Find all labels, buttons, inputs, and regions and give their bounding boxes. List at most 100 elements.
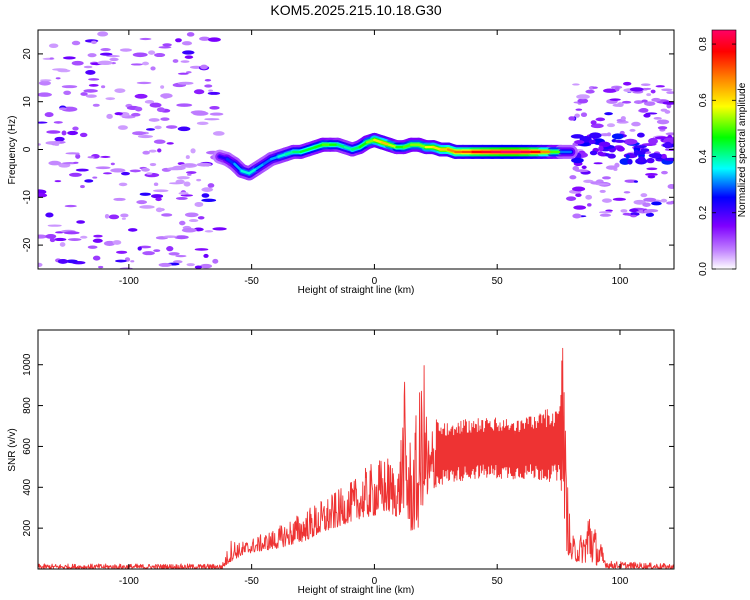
noise-blob (201, 193, 210, 198)
ridge-segment (262, 157, 273, 166)
noise-blob (127, 228, 138, 232)
noise-blob (197, 216, 205, 220)
noise-blob (146, 128, 155, 131)
noise-blob (186, 32, 195, 37)
noise-blob (620, 209, 628, 213)
noise-blob (660, 153, 667, 159)
colorbar-frame (711, 29, 737, 270)
noise-blob (175, 38, 182, 43)
noise-blob (196, 162, 212, 167)
noise-blob (589, 132, 602, 139)
noise-blob (155, 197, 162, 202)
noise-blob (648, 152, 663, 159)
noise-blob (166, 142, 174, 145)
noise-blob (587, 203, 592, 207)
noise-blob (153, 139, 166, 144)
ridge-segment (225, 157, 236, 166)
noise-blob (67, 238, 82, 241)
noise-blob (92, 176, 98, 179)
snr-ylabel: SNR (v/v) (7, 428, 18, 471)
colorbar: 0.0 0.2 0.4 0.6 0.8 Normalized spectral ampl… (698, 29, 748, 276)
noise-blob (212, 227, 227, 231)
noise-blob (153, 249, 161, 252)
noise-blob (207, 37, 221, 42)
noise-blob (114, 259, 128, 263)
noise-blob (572, 213, 582, 219)
colorbar-tick-label: 0.6 (698, 93, 709, 107)
noise-blob (168, 182, 184, 185)
noise-blob (204, 230, 214, 233)
noise-blob (629, 87, 644, 92)
y-tick-label: 0 (22, 146, 33, 152)
noise-blob (180, 60, 190, 63)
y-tick-label: 1000 (22, 353, 33, 376)
noise-blob (79, 132, 88, 138)
noise-blob (116, 250, 128, 254)
noise-blob (38, 121, 48, 124)
noise-blob (651, 97, 661, 102)
noise-blob (634, 145, 647, 149)
noise-blob (173, 260, 183, 264)
noise-blob (621, 100, 632, 104)
noise-blob (87, 156, 95, 159)
noise-blob (130, 63, 143, 66)
noise-blob (98, 265, 104, 269)
noise-blob (129, 169, 142, 173)
noise-blob (633, 149, 639, 156)
noise-blob (65, 259, 78, 264)
noise-blob (102, 172, 113, 175)
colorbar-tick-label: 0.2 (698, 205, 709, 219)
noise-blob (188, 219, 199, 223)
noise-blob (150, 66, 156, 71)
noise-blob (646, 93, 652, 97)
noise-blob (643, 101, 656, 106)
noise-blob (160, 117, 170, 121)
noise-blob (200, 64, 208, 70)
noise-blob (65, 152, 80, 155)
noise-blob (574, 169, 589, 173)
noise-blob (598, 145, 604, 152)
noise-blob (63, 90, 72, 96)
noise-blob (595, 183, 610, 186)
noise-blob (665, 132, 674, 136)
noise-blob (179, 220, 186, 226)
noise-blob (207, 183, 215, 188)
noise-blob (114, 88, 126, 93)
spectrogram-frame (37, 29, 675, 270)
noise-blob (190, 148, 196, 154)
ridge-segment (417, 143, 428, 149)
noise-blob (187, 173, 192, 176)
noise-blob (154, 53, 166, 58)
noise-blob (643, 113, 651, 118)
noise-blob (670, 200, 674, 203)
noise-blob (136, 200, 148, 205)
noise-blob (45, 141, 61, 145)
noise-blob (640, 83, 651, 87)
noise-blob (588, 139, 596, 145)
noise-blob (178, 191, 189, 195)
noise-blob (45, 212, 54, 218)
noise-blob (90, 40, 97, 45)
ridge-segment (365, 138, 376, 144)
noise-blob (75, 154, 81, 159)
noise-blob (138, 245, 152, 249)
noise-blob (575, 108, 583, 111)
noise-blob (661, 88, 673, 92)
noise-blob (38, 143, 41, 146)
noise-blob (182, 50, 195, 55)
noise-blob (110, 162, 115, 166)
noise-blob (667, 183, 674, 189)
noise-blob (201, 187, 214, 192)
noise-blob (622, 212, 632, 216)
noise-blob (80, 185, 85, 189)
noise-blob (130, 260, 135, 263)
noise-blob (154, 125, 162, 130)
noise-blob (109, 57, 119, 62)
noise-blob (155, 207, 163, 213)
noise-blob (614, 162, 620, 168)
snr-ticks: -100 -50 0 50 100 200 400 600 800 1000 (22, 330, 674, 587)
noise-blob (88, 84, 99, 87)
noise-blob (62, 56, 76, 60)
noise-blob (643, 197, 657, 202)
noise-blob (619, 158, 631, 165)
